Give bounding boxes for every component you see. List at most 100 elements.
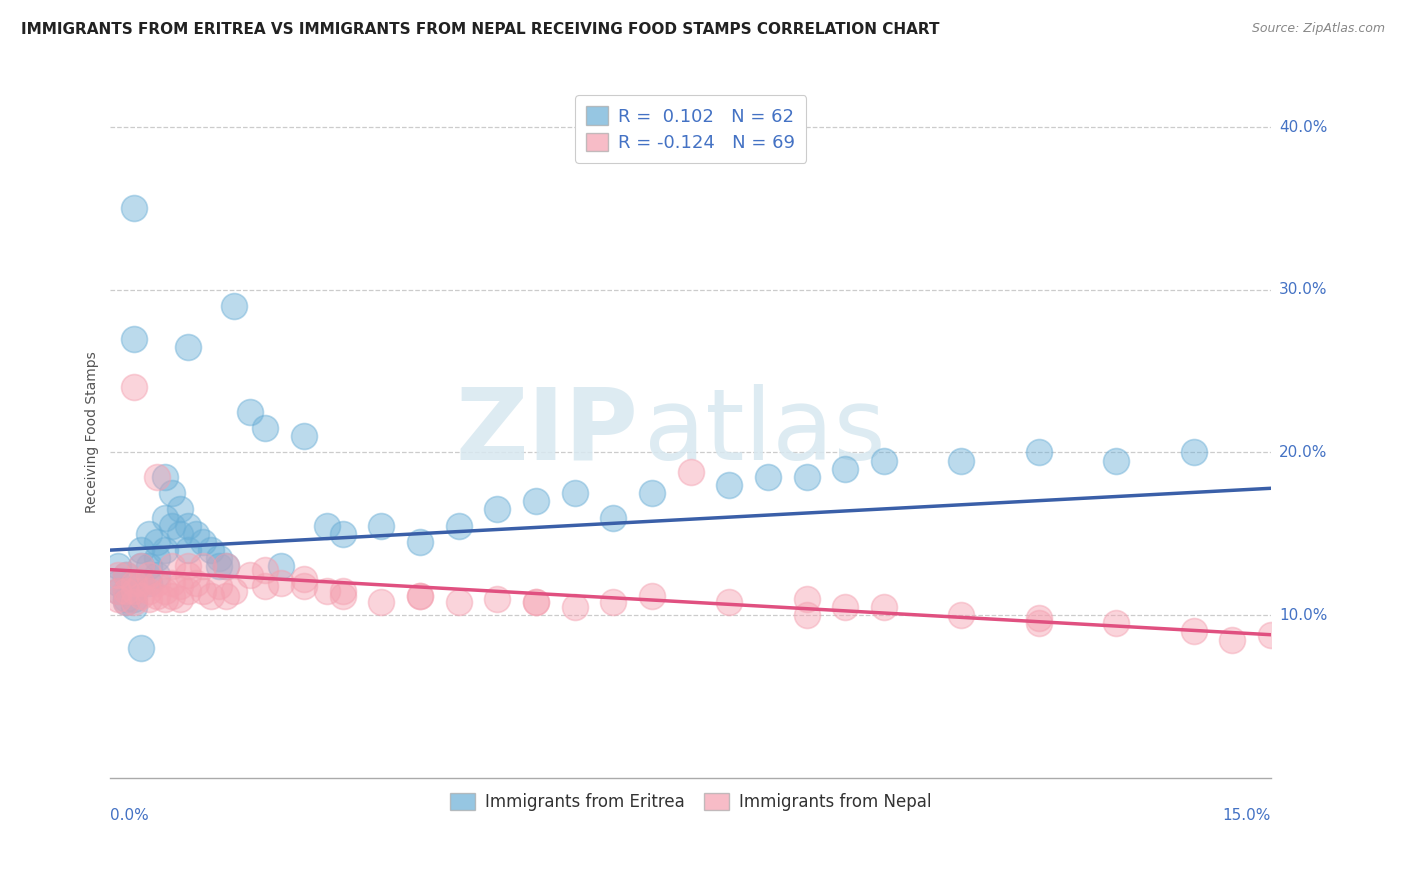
Point — [146, 470, 169, 484]
Point — [950, 608, 973, 623]
Point — [208, 579, 231, 593]
Point — [200, 543, 222, 558]
Point — [1182, 445, 1205, 459]
Point — [184, 526, 207, 541]
Point — [679, 465, 702, 479]
Point — [200, 589, 222, 603]
Point — [447, 595, 470, 609]
Point — [215, 559, 238, 574]
Point — [146, 575, 169, 590]
Point — [169, 591, 191, 606]
Point — [162, 559, 184, 574]
Point — [1028, 616, 1050, 631]
Point — [122, 583, 145, 598]
Point — [162, 589, 184, 603]
Point — [796, 608, 818, 623]
Point — [718, 478, 741, 492]
Point — [641, 589, 664, 603]
Point — [169, 502, 191, 516]
Point — [332, 583, 354, 598]
Point — [138, 583, 160, 598]
Point — [138, 526, 160, 541]
Point — [177, 518, 200, 533]
Point — [122, 583, 145, 598]
Point — [254, 579, 277, 593]
Point — [254, 563, 277, 577]
Point — [177, 543, 200, 558]
Point — [873, 600, 896, 615]
Point — [146, 567, 169, 582]
Point — [796, 470, 818, 484]
Point — [146, 535, 169, 549]
Legend: Immigrants from Eritrea, Immigrants from Nepal: Immigrants from Eritrea, Immigrants from… — [443, 787, 938, 818]
Point — [292, 429, 315, 443]
Point — [146, 551, 169, 566]
Point — [107, 583, 129, 598]
Point — [1105, 453, 1128, 467]
Point — [292, 573, 315, 587]
Point — [1105, 616, 1128, 631]
Point — [115, 595, 138, 609]
Point — [122, 202, 145, 216]
Text: 10.0%: 10.0% — [1279, 607, 1327, 623]
Point — [193, 583, 215, 598]
Point — [316, 583, 339, 598]
Point — [153, 591, 176, 606]
Point — [193, 535, 215, 549]
Point — [122, 332, 145, 346]
Point — [131, 575, 153, 590]
Point — [224, 299, 246, 313]
Point — [177, 567, 200, 582]
Point — [834, 600, 856, 615]
Point — [177, 340, 200, 354]
Point — [122, 591, 145, 606]
Point — [153, 470, 176, 484]
Point — [332, 589, 354, 603]
Point — [332, 526, 354, 541]
Point — [524, 595, 547, 609]
Point — [131, 575, 153, 590]
Point — [370, 518, 392, 533]
Point — [602, 595, 624, 609]
Point — [177, 559, 200, 574]
Point — [138, 575, 160, 590]
Y-axis label: Receiving Food Stamps: Receiving Food Stamps — [86, 351, 100, 513]
Point — [270, 575, 292, 590]
Point — [138, 567, 160, 582]
Point — [162, 518, 184, 533]
Point — [115, 583, 138, 598]
Point — [208, 559, 231, 574]
Point — [177, 583, 200, 598]
Text: 20.0%: 20.0% — [1279, 445, 1327, 460]
Point — [370, 595, 392, 609]
Point — [409, 589, 432, 603]
Point — [409, 589, 432, 603]
Point — [1260, 628, 1282, 642]
Point — [184, 575, 207, 590]
Point — [115, 595, 138, 609]
Point — [950, 453, 973, 467]
Point — [138, 559, 160, 574]
Point — [524, 494, 547, 508]
Point — [641, 486, 664, 500]
Point — [131, 640, 153, 655]
Point — [131, 543, 153, 558]
Point — [138, 591, 160, 606]
Point — [1220, 632, 1243, 647]
Text: IMMIGRANTS FROM ERITREA VS IMMIGRANTS FROM NEPAL RECEIVING FOOD STAMPS CORRELATI: IMMIGRANTS FROM ERITREA VS IMMIGRANTS FR… — [21, 22, 939, 37]
Point — [146, 589, 169, 603]
Point — [115, 567, 138, 582]
Point — [107, 591, 129, 606]
Point — [122, 380, 145, 394]
Point — [208, 551, 231, 566]
Point — [131, 589, 153, 603]
Point — [270, 559, 292, 574]
Point — [169, 579, 191, 593]
Point — [409, 535, 432, 549]
Text: ZIP: ZIP — [456, 384, 638, 481]
Point — [1028, 611, 1050, 625]
Point — [602, 510, 624, 524]
Point — [122, 600, 145, 615]
Point — [169, 526, 191, 541]
Point — [564, 600, 586, 615]
